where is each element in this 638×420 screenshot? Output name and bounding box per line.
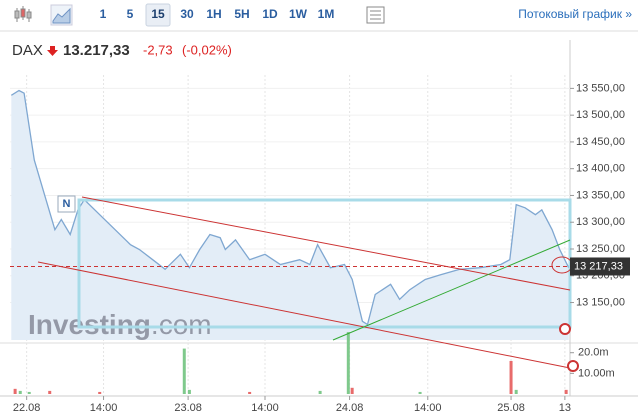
- symbol: DAX: [12, 42, 43, 59]
- interval-button[interactable]: 1H: [206, 7, 221, 21]
- volume-bar: [18, 390, 22, 394]
- y-tick-label: 13 300,00: [576, 216, 625, 228]
- x-tick-label: 24.08: [336, 402, 364, 414]
- volume-bar: [187, 389, 191, 394]
- y-tick-label: 13 250,00: [576, 243, 625, 255]
- y-tick-label: 13 150,00: [576, 296, 625, 308]
- volume-bar: [418, 391, 422, 394]
- current-price-box: [570, 257, 630, 276]
- interval-button[interactable]: 15: [151, 7, 165, 21]
- interval-button[interactable]: 1: [100, 7, 107, 21]
- y-tick-label: 10.00m: [578, 367, 615, 379]
- volume-bar: [98, 391, 102, 394]
- volume-bar: [48, 390, 52, 394]
- volume-bar: [27, 391, 31, 394]
- x-tick-label: 14:00: [90, 402, 118, 414]
- volume-bar: [248, 391, 252, 394]
- volume-bar: [182, 348, 186, 394]
- x-tick-label: 14:00: [414, 402, 442, 414]
- price-area: [11, 90, 569, 340]
- watermark: Investing.com: [28, 309, 212, 340]
- interval-button[interactable]: 5H: [234, 7, 249, 21]
- stream-link[interactable]: Потоковый график »: [518, 7, 632, 21]
- volume-bar: [514, 389, 518, 394]
- channel-lower[interactable]: [37, 261, 571, 369]
- y-tick-label: 13 450,00: [576, 136, 625, 148]
- x-tick-label: 25.08: [497, 402, 525, 414]
- toolbar: 1 5 15 30 1H 5H 1D 1W 1M Потоковый график »: [0, 3, 638, 32]
- candle-icon[interactable]: [14, 6, 32, 22]
- area-icon[interactable]: [50, 4, 73, 26]
- volume-bar: [318, 390, 322, 394]
- marker-box[interactable]: [57, 195, 76, 213]
- y-tick-label: 13 350,00: [576, 189, 625, 201]
- x-tick-label: 23.08: [174, 402, 202, 414]
- marker-label: N: [63, 198, 71, 210]
- volume-bar: [346, 332, 350, 394]
- quote-header: DAX 13.217,33 -2,73 (-0,02%): [12, 42, 232, 59]
- interval-button[interactable]: 1D: [262, 7, 278, 21]
- volume-bar: [509, 360, 513, 394]
- y-tick-label: 13 400,00: [576, 163, 625, 175]
- interval-button[interactable]: 1W: [289, 7, 308, 21]
- current-price-label: 13 217,33: [574, 260, 623, 272]
- trend-line[interactable]: [332, 239, 571, 341]
- interval-button[interactable]: 30: [180, 7, 194, 21]
- watermark-domain: .com: [151, 309, 212, 340]
- handle[interactable]: [567, 360, 579, 372]
- x-tick-label: 22.08: [13, 402, 41, 414]
- handle[interactable]: [559, 323, 571, 335]
- down-arrow: [47, 46, 58, 56]
- change-pct: (-0,02%): [182, 42, 232, 57]
- x-tick-label: 14:00: [251, 402, 279, 414]
- y-tick-label: 20.0m: [578, 347, 609, 359]
- interval-button[interactable]: 1M: [318, 7, 335, 21]
- volume-bar: [564, 389, 568, 394]
- watermark-brand: Investing: [28, 309, 151, 340]
- change: -2,73: [143, 42, 173, 57]
- price: 13.217,33: [63, 42, 130, 59]
- y-tick-label: 13 500,00: [576, 109, 625, 121]
- interval-button[interactable]: 5: [127, 7, 134, 21]
- active-interval-bg: [145, 3, 171, 27]
- x-tick-label: 13: [559, 402, 571, 414]
- volume-bar: [13, 388, 17, 394]
- volume-bar: [350, 387, 354, 394]
- y-tick-label: 13 550,00: [576, 82, 625, 94]
- layout-icon[interactable]: [366, 6, 385, 24]
